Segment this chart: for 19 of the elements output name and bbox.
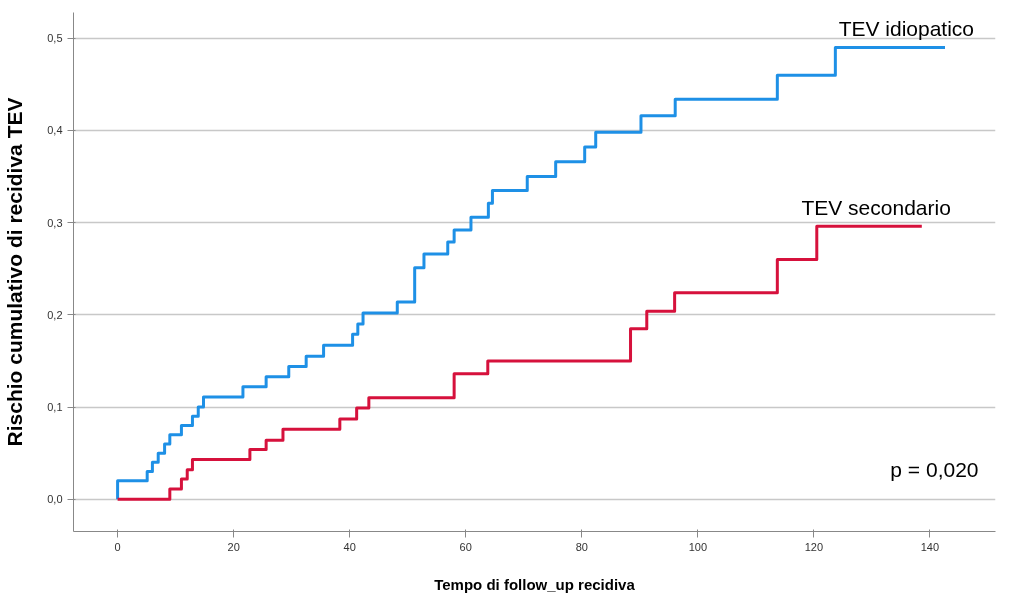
x-tick-label: 80 [575, 540, 588, 553]
y-tick-label: 0,2 [47, 308, 63, 321]
x-tick-label: 0 [114, 540, 121, 553]
y-axis-title: Rischio cumulativo di recidiva TEV [3, 97, 27, 447]
y-tick-label: 0,5 [47, 32, 63, 45]
series-label: TEV idiopatico [838, 17, 975, 41]
annotation: p = 0,020 [890, 458, 979, 481]
x-tick-label: 140 [920, 540, 940, 553]
y-tick-label: 0,3 [47, 216, 63, 229]
x-tick-label: 60 [459, 540, 472, 553]
series-label: TEV secondario [801, 195, 951, 219]
x-axis-title: Tempo di follow_up recidiva [434, 575, 636, 593]
y-tick-label: 0,1 [47, 401, 63, 414]
y-tick-label: 0,4 [47, 124, 63, 137]
x-tick-label: 20 [227, 540, 240, 553]
y-tick-label: 0,0 [47, 493, 63, 506]
x-tick-label: 100 [688, 540, 708, 553]
x-tick-label: 40 [343, 540, 356, 553]
x-tick-label: 120 [804, 540, 824, 553]
